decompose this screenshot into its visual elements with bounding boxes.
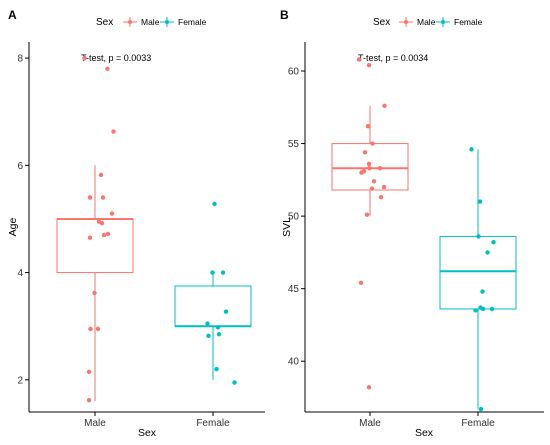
y-tick-label: 60 [288,67,300,78]
point-male [362,150,368,155]
point-male [98,172,104,178]
point-male [82,55,87,61]
legend-key-male [399,17,413,27]
y-axis-title-b: SVL [281,217,293,237]
legend-key-male [123,17,137,27]
point-male [86,369,92,374]
point-female [485,250,490,255]
point-male [87,195,93,200]
point-female [206,333,211,339]
panel-a: A Sex Male Female T-test, p = 0.0033 2 4 6… [7,8,265,439]
point-female [491,240,496,245]
point-male [367,166,372,171]
point-male [356,57,362,62]
x-axis-title-a: Sex [138,427,157,439]
point-male [101,232,107,238]
y-tick-label: 45 [288,284,300,295]
box-male [56,218,134,274]
legend-title: Sex [96,17,113,28]
box-female [174,285,252,327]
y-tick-label: 55 [288,139,300,150]
x-tick-label: Male [84,418,106,429]
point-male [111,129,116,134]
point-male [366,161,372,167]
y-tick-label: 40 [288,357,300,368]
point-male [370,141,375,146]
legend-label-male: Male [141,17,160,27]
legend-key-female [160,17,174,27]
point-male [95,326,101,332]
legend-label-female: Female [454,17,483,27]
point-male [377,166,383,171]
point-male [359,170,364,175]
point-female [215,325,221,330]
point-female [210,270,215,275]
point-female [232,380,237,385]
panel-letter-a: A [8,8,17,22]
point-male [86,398,92,403]
t-test-annotation-a: T-test, p = 0.0033 [81,53,151,63]
point-male [371,179,377,184]
point-male [88,326,93,332]
panel-letter-b: B [280,8,289,22]
plot-area-a: 2 4 6 8 Male Female [17,54,252,429]
point-male [381,184,387,190]
point-female [473,308,478,313]
point-male [364,212,370,217]
x-tick-label: Male [359,418,381,429]
y-tick-label: 8 [17,54,23,65]
point-male [99,221,105,226]
point-male [100,195,106,200]
point-female [476,234,481,239]
box-male [331,143,409,191]
point-female [489,306,495,312]
point-male [358,280,364,286]
point-male [92,290,97,296]
point-male [365,123,371,129]
panel-b: B Sex Male Female T-test, p = 0.0034 404… [280,8,544,439]
point-female [212,201,217,207]
legend-b: Sex Male Female [373,17,483,28]
point-female [214,366,219,372]
point-male [382,103,387,109]
point-male [366,385,372,390]
point-female [480,289,485,294]
point-female [469,147,474,152]
plot-area-b: 40 45 50 55 60 Male Female [288,57,517,429]
point-female [205,321,210,326]
y-axis-title-a: Age [7,218,19,237]
box-female [439,235,517,310]
point-female [223,309,229,314]
point-female [220,270,226,275]
legend-label-male: Male [417,17,436,27]
point-male [105,231,111,237]
legend-key-female [436,17,450,27]
point-female [478,406,484,412]
y-tick-label: 4 [17,268,23,279]
x-axis-title-b: Sex [415,427,434,439]
point-female [477,199,483,204]
point-male [378,195,384,200]
point-male [366,63,372,68]
y-tick-label: 50 [288,212,300,223]
point-male [369,186,375,191]
point-male [105,66,110,72]
x-tick-label: Female [461,418,495,429]
y-tick-label: 2 [17,375,23,386]
x-tick-label: Female [196,418,230,429]
point-female [480,306,486,312]
legend-label-female: Female [178,17,207,27]
point-female [216,332,222,337]
point-male [87,235,93,240]
legend-a: Sex Male Female [96,17,207,28]
legend-title: Sex [373,17,390,28]
y-tick-label: 6 [17,161,23,172]
t-test-annotation-b: T-test, p = 0.0034 [358,53,428,63]
point-male [109,211,115,216]
